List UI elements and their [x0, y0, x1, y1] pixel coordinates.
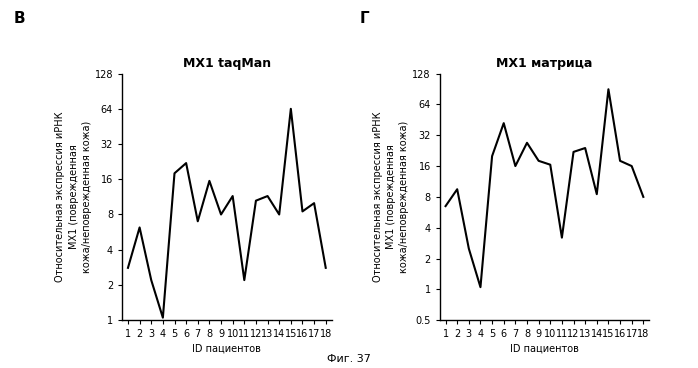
- X-axis label: ID пациентов: ID пациентов: [193, 343, 261, 353]
- X-axis label: ID пациентов: ID пациентов: [510, 343, 579, 353]
- Text: В: В: [14, 11, 26, 26]
- Y-axis label: Относительная экспрессия иРНК
МХ1 (поврежденная
кожа/неповрежденная кожа): Относительная экспрессия иРНК МХ1 (повре…: [55, 112, 92, 282]
- Y-axis label: Относительная экспрессия иРНК
МХ1 (поврежденная
кожа/неповрежденная кожа): Относительная экспрессия иРНК МХ1 (повре…: [373, 112, 410, 282]
- Text: Фиг. 37: Фиг. 37: [327, 354, 371, 364]
- Text: Г: Г: [359, 11, 369, 26]
- Title: МХ1 матрица: МХ1 матрица: [496, 57, 593, 70]
- Title: МХ1 taqMan: МХ1 taqMan: [183, 57, 271, 70]
